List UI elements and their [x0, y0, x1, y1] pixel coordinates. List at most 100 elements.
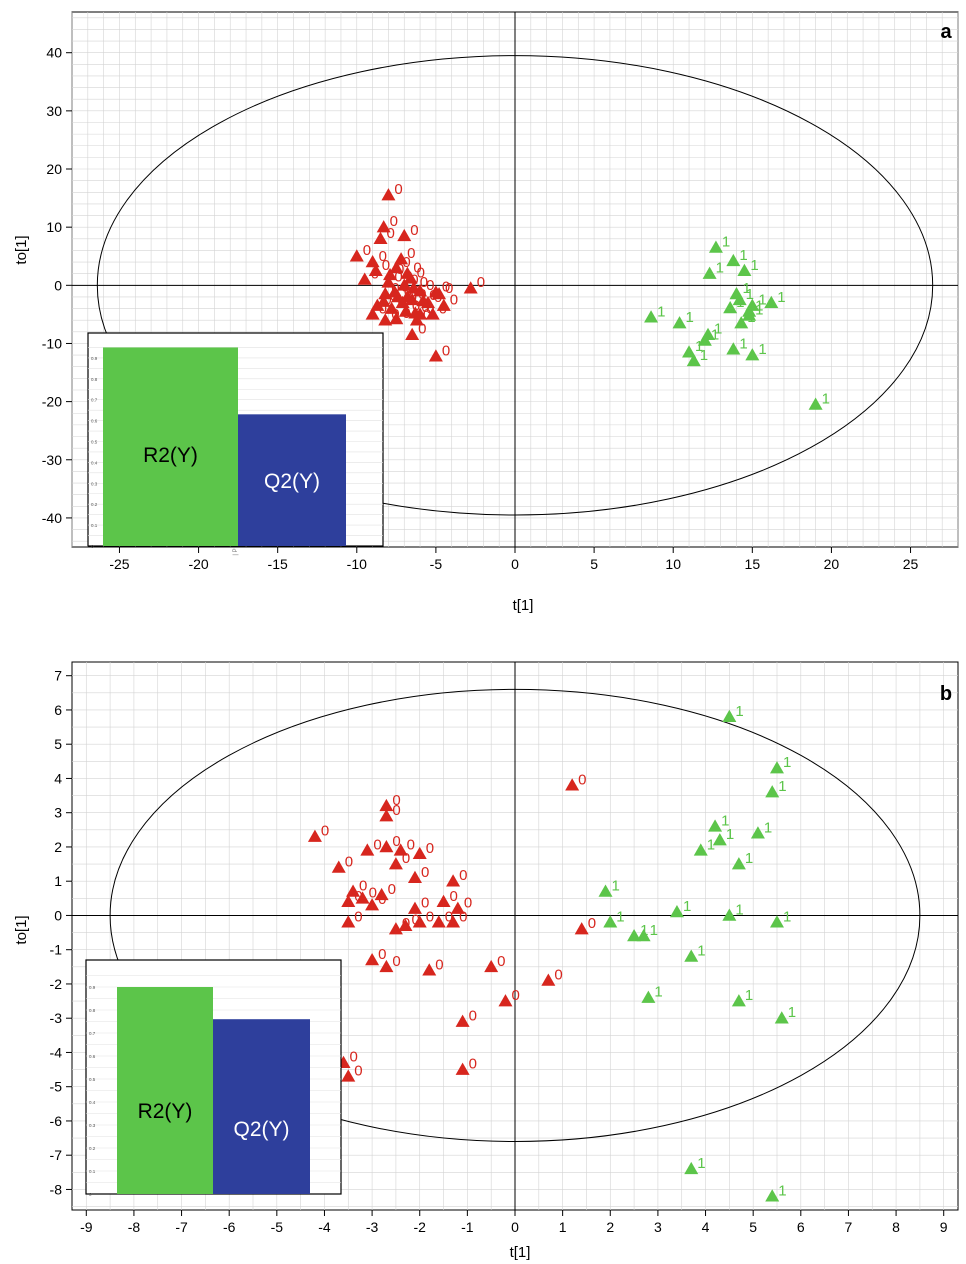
- point-marker: [446, 915, 461, 928]
- point-marker: [379, 959, 394, 973]
- x-tick-label: 8: [892, 1219, 900, 1235]
- point-label: 0: [426, 300, 434, 317]
- point-label: 1: [700, 347, 708, 364]
- point-marker: [731, 857, 746, 870]
- inset-note: | P: [233, 548, 239, 555]
- y-tick-label: -6: [50, 1113, 63, 1129]
- x-tick-label: -9: [80, 1219, 93, 1235]
- point-marker: [422, 963, 437, 976]
- point-label: 1: [697, 1155, 705, 1172]
- point-label: 1: [735, 703, 743, 720]
- inset-y-tick-label: 0: [91, 544, 94, 549]
- x-tick-label: -10: [347, 556, 367, 572]
- point-label: 1: [758, 341, 766, 358]
- point-marker: [712, 833, 727, 846]
- point-marker: [726, 253, 741, 267]
- point-marker: [764, 295, 779, 309]
- inset-y-tick-label: 0.2: [89, 1146, 96, 1151]
- point-marker: [397, 278, 412, 291]
- point-marker: [384, 301, 399, 314]
- point-label: 0: [413, 260, 421, 277]
- point-marker: [769, 761, 784, 774]
- point-marker: [627, 929, 642, 942]
- y-tick-label: 1: [54, 873, 62, 889]
- point-marker: [398, 918, 413, 931]
- point-label: 1: [683, 898, 691, 915]
- point-marker: [769, 915, 784, 928]
- point-marker: [405, 327, 420, 340]
- point-label: 0: [378, 946, 386, 963]
- inset-y-tick-label: 0.5: [91, 440, 98, 445]
- point-label: 0: [402, 254, 410, 271]
- point-marker: [722, 908, 737, 921]
- point-label: 0: [459, 867, 467, 884]
- point-label: 1: [739, 335, 747, 352]
- panel-label: b: [940, 683, 952, 705]
- x-tick-label: -4: [318, 1219, 331, 1235]
- x-tick-label: -7: [175, 1219, 188, 1235]
- zero-axes: [72, 662, 958, 1210]
- point-marker: [708, 819, 723, 832]
- score-points: 0000000000000000000000000000000000000111…: [307, 703, 796, 1202]
- point-marker: [636, 929, 651, 942]
- point-marker: [365, 307, 380, 320]
- point-marker: [425, 307, 440, 320]
- point-label: 0: [394, 181, 402, 198]
- x-tick-label: -15: [268, 556, 288, 572]
- point-label: 0: [578, 771, 586, 788]
- point-label: 1: [745, 987, 753, 1004]
- point-marker: [672, 316, 687, 329]
- point-marker: [389, 260, 404, 274]
- point-label: 1: [745, 850, 753, 867]
- point-marker: [341, 915, 356, 928]
- point-label: 0: [394, 268, 402, 285]
- point-label: 1: [735, 901, 743, 918]
- inset-bar-label: Q2(Y): [264, 470, 320, 493]
- inset-y-tick-label: 0.5: [89, 1077, 96, 1082]
- point-marker: [403, 271, 418, 284]
- point-marker: [331, 860, 346, 873]
- point-marker: [373, 231, 388, 245]
- inset-bar: [213, 1019, 310, 1194]
- y-tick-label: -1: [50, 942, 63, 958]
- point-label: 0: [354, 1062, 362, 1079]
- point-label: 1: [654, 984, 662, 1001]
- x-tick-label: 2: [606, 1219, 614, 1235]
- inset-y-tick-label: 0.3: [89, 1123, 96, 1128]
- point-label: 0: [371, 266, 379, 283]
- point-label: 1: [711, 327, 719, 344]
- point-label: 0: [383, 292, 391, 309]
- point-marker: [360, 843, 375, 856]
- inset-y-tick-label: 0.1: [91, 523, 98, 528]
- point-label: 0: [423, 306, 431, 323]
- inset-bars: R2(Y) Q2(Y): [103, 347, 346, 546]
- x-tick-labels: -9 -8 -7 -6 -5 -4 -3 -2 -1 0 1 2 3 4 5 6 7 8 9: [80, 1210, 948, 1235]
- point-marker: [349, 249, 364, 262]
- point-label: 0: [435, 956, 443, 973]
- point-label: 0: [345, 854, 353, 871]
- point-label: 1: [697, 943, 705, 960]
- x-tick-label: 10: [665, 556, 681, 572]
- inset-y-tick-label: 0: [89, 1192, 92, 1197]
- point-label: 0: [511, 987, 519, 1004]
- point-label: 0: [402, 305, 410, 322]
- point-marker: [446, 874, 461, 887]
- point-marker: [742, 308, 757, 321]
- panel-a: 0000000000000000000000000000000000000000…: [13, 11, 959, 614]
- inset-y-tick-label: 0.4: [91, 460, 98, 465]
- inset-bar: [238, 414, 346, 546]
- point-label: 0: [388, 881, 396, 898]
- point-marker: [406, 281, 421, 294]
- point-marker: [383, 267, 398, 281]
- point-marker: [407, 870, 422, 884]
- point-marker: [381, 275, 396, 288]
- point-label: 0: [588, 915, 596, 932]
- point-marker: [708, 240, 723, 253]
- point-marker: [381, 188, 396, 201]
- y-axis-label: to[1]: [13, 235, 30, 264]
- point-marker: [378, 313, 393, 326]
- point-marker: [431, 915, 446, 928]
- inset-y-tick-label: 0.7: [91, 398, 98, 403]
- inset-y-tick-label: 0.6: [91, 419, 98, 424]
- point-label: 1: [736, 294, 744, 311]
